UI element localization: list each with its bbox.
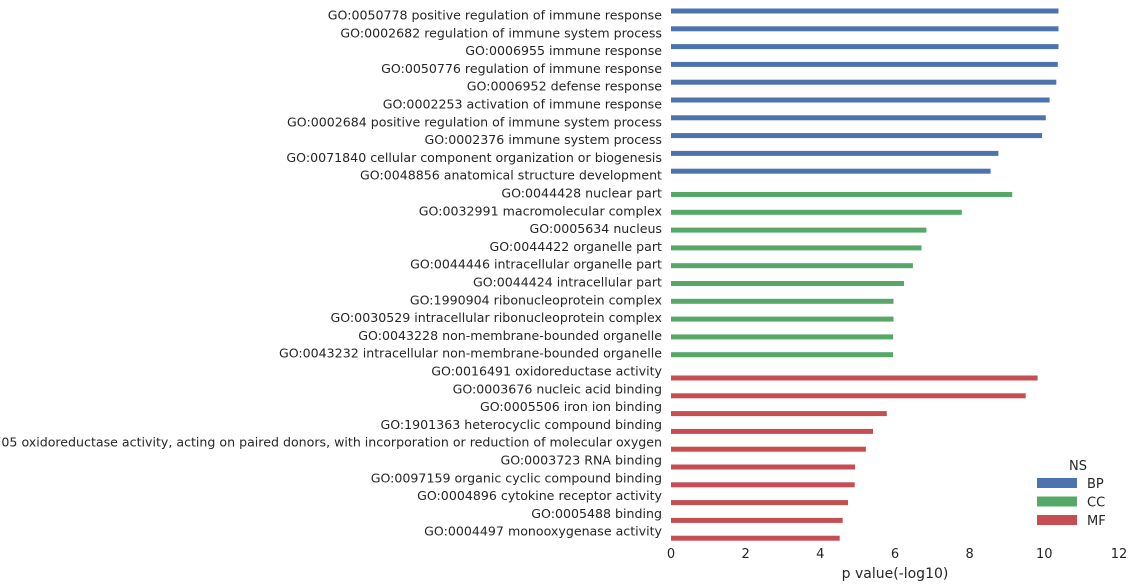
category-label: GO:0005634 nucleus bbox=[530, 221, 662, 236]
bar-27 bbox=[671, 482, 855, 488]
bar-18 bbox=[671, 316, 894, 322]
category-label: GO:0002682 regulation of immune system p… bbox=[340, 25, 662, 40]
category-label: GO:0050778 positive regulation of immune… bbox=[328, 8, 662, 23]
bar-6 bbox=[671, 97, 1050, 103]
category-label: GO:0044424 intracellular part bbox=[473, 275, 662, 290]
bar-17 bbox=[671, 298, 894, 304]
x-tick-label: 4 bbox=[816, 547, 824, 562]
category-label: GO:0004896 cytokine receptor activity bbox=[417, 488, 662, 503]
bar-16 bbox=[671, 281, 904, 286]
x-tick-label: 2 bbox=[742, 547, 750, 562]
bar-19 bbox=[671, 334, 894, 340]
bar-24 bbox=[671, 428, 873, 434]
x-axis-label: p value(-log10) bbox=[842, 566, 949, 582]
legend-swatch-mf bbox=[1037, 515, 1077, 525]
category-label: GO:0044446 intracellular organelle part bbox=[410, 257, 662, 272]
bar-4 bbox=[671, 61, 1058, 67]
category-label: GO:0002253 activation of immune response bbox=[383, 97, 663, 112]
bar-29 bbox=[671, 517, 843, 523]
category-label: GO:0005506 iron ion binding bbox=[480, 399, 662, 414]
bar-15 bbox=[671, 263, 913, 269]
legend: NS BP CC MF bbox=[1037, 459, 1106, 529]
category-labels: GO:0050778 positive regulation of immune… bbox=[0, 8, 663, 539]
bar-9 bbox=[671, 150, 999, 156]
bar-3 bbox=[671, 44, 1059, 50]
category-label: GO:0044428 nuclear part bbox=[501, 186, 662, 201]
bar-21 bbox=[671, 375, 1038, 381]
x-axis: 0 2 4 6 8 10 12 bbox=[667, 547, 1127, 562]
bar-5 bbox=[671, 79, 1057, 85]
category-label: GO:1901363 heterocyclic compound binding bbox=[380, 417, 662, 432]
x-tick-label: 0 bbox=[667, 547, 675, 562]
category-label: GO:0030529 intracellular ribonucleoprote… bbox=[330, 310, 662, 325]
bar-20 bbox=[671, 352, 894, 358]
category-label: GO:0003676 nucleic acid binding bbox=[453, 381, 662, 396]
bar-13 bbox=[671, 227, 927, 233]
bar-28 bbox=[671, 500, 848, 506]
bar-10 bbox=[671, 168, 991, 174]
category-label: GO:0043232 intracellular non-membrane-bo… bbox=[279, 346, 662, 361]
legend-entries: BP CC MF bbox=[1037, 477, 1106, 529]
bar-23 bbox=[671, 411, 887, 417]
category-label: GO:0006955 immune response bbox=[465, 43, 662, 58]
bar-26 bbox=[671, 464, 856, 470]
category-label: GO:0005488 binding bbox=[531, 506, 662, 521]
category-label: GO:0071840 cellular component organizati… bbox=[286, 150, 662, 165]
category-label: GO:0032991 macromolecular complex bbox=[419, 203, 663, 218]
category-label: GO:0002684 positive regulation of immune… bbox=[287, 114, 662, 129]
bar-30 bbox=[671, 535, 840, 541]
category-label: GO:0003723 RNA binding bbox=[500, 453, 662, 468]
bar-2 bbox=[671, 26, 1059, 32]
category-label: GO:0050776 regulation of immune response bbox=[381, 61, 662, 76]
bar-8 bbox=[671, 133, 1043, 139]
category-label: GO:0004497 monooxygenase activity bbox=[424, 524, 662, 539]
category-label: GO:0097159 organic cyclic compound bindi… bbox=[371, 470, 662, 485]
legend-label-mf: MF bbox=[1087, 514, 1106, 529]
category-label: GO:0002376 immune system process bbox=[425, 132, 662, 147]
category-label: GO:0006952 defense response bbox=[467, 79, 662, 94]
bar-1 bbox=[671, 8, 1059, 14]
bar-11 bbox=[671, 192, 1013, 197]
category-label: GO:0016491 oxidoreductase activity bbox=[431, 364, 662, 379]
bar-14 bbox=[671, 245, 922, 251]
bar-7 bbox=[671, 115, 1046, 121]
legend-label-cc: CC bbox=[1087, 496, 1105, 511]
legend-swatch-bp bbox=[1037, 478, 1077, 488]
legend-label-bp: BP bbox=[1087, 477, 1104, 492]
legend-title: NS bbox=[1069, 459, 1087, 474]
bar-25 bbox=[671, 446, 866, 452]
x-tick-label: 8 bbox=[966, 547, 974, 562]
x-tick-label: 10 bbox=[1036, 547, 1053, 562]
x-tick-label: 12 bbox=[1111, 547, 1128, 562]
legend-swatch-cc bbox=[1037, 496, 1077, 507]
category-label: GO:0048856 anatomical structure developm… bbox=[360, 168, 662, 183]
bars-layer bbox=[671, 8, 1059, 541]
bar-22 bbox=[671, 393, 1026, 399]
x-tick-label: 6 bbox=[891, 547, 899, 562]
category-label: GO:1990904 ribonucleoprotein complex bbox=[410, 292, 663, 307]
category-label: GO:0044422 organelle part bbox=[490, 239, 663, 254]
category-label: GO:0016705 oxidoreductase activity, acti… bbox=[0, 435, 662, 450]
bar-12 bbox=[671, 209, 962, 215]
category-label: GO:0043228 non-membrane-bounded organell… bbox=[358, 328, 662, 343]
